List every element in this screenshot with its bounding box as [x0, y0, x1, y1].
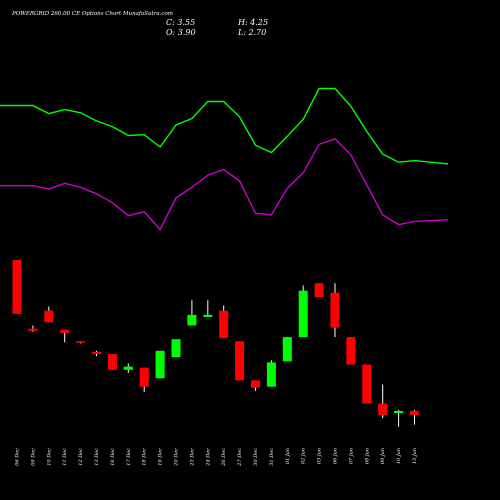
candle-18-dec [139, 367, 149, 392]
candle-body [410, 410, 419, 416]
candle-02-jan [298, 285, 308, 338]
x-tick-label: 12 Dec [78, 448, 84, 466]
x-tick-label: 19 Dec [158, 448, 164, 466]
candle-24-dec [203, 300, 213, 318]
candle-06-jan [330, 283, 340, 338]
x-tick-label: 08 Jan [364, 448, 370, 464]
candle-body [44, 310, 54, 323]
high-value: H: 4.25 [237, 18, 268, 27]
x-tick-label: 31 Dec [269, 448, 275, 466]
candle-06-dec [12, 260, 22, 314]
candle-body [92, 351, 101, 354]
candle-body [266, 362, 276, 387]
candlestick-series [12, 260, 419, 427]
candle-01-jan [282, 337, 292, 362]
candle-body [362, 364, 372, 404]
x-tick-label: 17 Dec [126, 448, 132, 466]
candle-body [219, 310, 229, 339]
candle-body [282, 337, 292, 362]
x-tick-label: 23 Dec [189, 448, 195, 467]
x-tick-label: 10 Jan [396, 448, 402, 464]
candle-body [155, 350, 165, 379]
x-tick-label: 16 Dec [110, 448, 116, 466]
x-tick-label: 18 Dec [142, 448, 148, 466]
x-tick-label: 07 Jan [348, 448, 354, 464]
close-value: C: 3.55 [166, 18, 195, 27]
x-tick-label: 06 Dec [15, 448, 21, 466]
candle-10-jan [394, 409, 404, 427]
candle-09-dec [28, 325, 38, 332]
candle-17-dec [123, 363, 133, 373]
candle-23-dec [187, 300, 197, 326]
candle-03-jan [314, 283, 324, 298]
x-tick-label: 13 Jan [412, 448, 418, 464]
candle-08-jan [362, 364, 372, 404]
candle-body [76, 341, 86, 343]
candle-body [171, 339, 181, 358]
indicator-bands [0, 87, 449, 231]
candle-30-dec [251, 380, 260, 391]
candle-body [394, 410, 404, 413]
open-value: O: 3.90 [166, 28, 196, 37]
x-tick-label: 26 Dec [221, 448, 227, 467]
candle-body [346, 337, 356, 365]
candle-body [314, 283, 324, 297]
x-axis-tick-labels: 06 Dec 09 Dec 10 Dec 11 Dec 12 Dec 13 Dec 16 D… [15, 448, 419, 467]
x-tick-label: 03 Jan [317, 448, 323, 464]
candle-body [235, 341, 245, 381]
x-tick-label: 20 Dec [174, 448, 180, 467]
x-tick-label: 09 Dec [30, 448, 36, 466]
x-tick-label: 13 Dec [94, 448, 100, 466]
candle-19-dec [155, 350, 165, 379]
candle-body [330, 292, 340, 328]
candle-body [251, 380, 260, 388]
x-tick-label: 10 Dec [46, 448, 52, 466]
candle-26-dec [219, 305, 229, 339]
x-tick-label: 06 Jan [333, 448, 339, 464]
candle-body [60, 329, 70, 333]
candle-11-dec [60, 329, 70, 343]
candle-12-dec [76, 341, 86, 344]
candle-body [12, 260, 22, 314]
candle-27-dec [235, 341, 245, 381]
candle-body [28, 328, 38, 331]
candle-10-dec [44, 306, 54, 323]
candle-body [298, 290, 308, 338]
x-tick-label: 24 Dec [205, 448, 211, 467]
lower-band-line [0, 137, 449, 231]
candle-16-dec [107, 353, 117, 370]
candle-31-dec [266, 360, 276, 387]
candle-20-dec [171, 339, 181, 358]
chart-title: POWERGRID 260.00 CE Options Chart Munafa… [11, 11, 173, 17]
candle-body [203, 314, 213, 317]
candle-body [107, 354, 117, 370]
candle-13-dec [92, 350, 101, 357]
x-tick-label: 11 Dec [62, 448, 68, 466]
x-tick-label: 27 Dec [237, 448, 243, 467]
upper-band-line [0, 87, 449, 165]
x-tick-label: 01 Jan [285, 448, 291, 464]
candle-body [378, 403, 388, 416]
candle-body [139, 367, 149, 387]
candle-07-jan [346, 337, 356, 365]
x-tick-label: 02 Jan [301, 448, 307, 464]
x-tick-label: 09 Jan [380, 448, 386, 464]
candle-13-jan [410, 409, 419, 425]
candle-09-jan [378, 384, 388, 419]
x-tick-label: 30 Dec [253, 448, 259, 466]
low-value: L: 2.70 [237, 28, 266, 37]
candle-body [187, 314, 197, 326]
candle-body [123, 366, 133, 370]
